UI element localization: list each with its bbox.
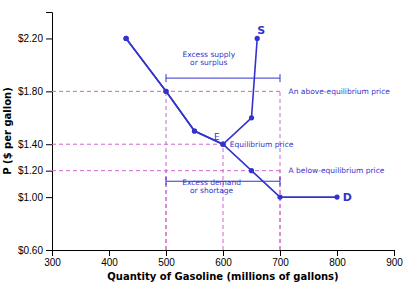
tick-label: $1.80 <box>18 86 43 97</box>
annotation: Excess demandor shortage <box>182 178 241 196</box>
tick: $1.40 <box>18 139 52 150</box>
tick-mark <box>223 250 224 256</box>
point <box>192 128 197 133</box>
point <box>124 36 129 41</box>
tick: $1.00 <box>18 192 52 203</box>
marks <box>52 36 340 250</box>
tick-label: $1.20 <box>18 165 43 176</box>
tick-label: 500 <box>158 257 175 268</box>
tick: $1.20 <box>18 165 52 176</box>
point <box>220 142 225 147</box>
tick-label: $1.00 <box>18 192 43 203</box>
plot: 300 400 500 600 700 800 900 $0.60 $1.00 $1.20 $1.4… <box>18 13 403 269</box>
tick-mark <box>46 91 52 92</box>
point <box>163 89 168 94</box>
tick-mark <box>46 197 52 198</box>
axis-line <box>46 13 53 251</box>
reference-line <box>52 144 223 145</box>
point <box>124 36 129 41</box>
tick: 400 <box>101 250 118 268</box>
bracket <box>166 74 280 82</box>
point <box>220 142 225 147</box>
tick: 900 <box>386 250 403 268</box>
tick: 500 <box>158 250 175 268</box>
point <box>192 128 197 133</box>
tick-label: 400 <box>101 257 118 268</box>
point <box>249 168 254 173</box>
tick: 300 <box>44 250 61 268</box>
chart: 300 400 500 600 700 800 900 $0.60 $1.00 $1.20 $1.4… <box>0 0 404 284</box>
tick-mark <box>394 250 395 256</box>
tick-mark <box>109 250 110 256</box>
annotation: Excess supplyor surplus <box>182 50 235 68</box>
annotation: A below-equilibrium price <box>289 166 385 175</box>
tick-label: $2.20 <box>18 33 43 44</box>
annotation: E <box>214 132 220 142</box>
tick-mark <box>337 250 338 256</box>
y-axis: $0.60 $1.00 $1.20 $1.40 $1.80 $2.20 <box>18 13 53 256</box>
tick: 700 <box>272 250 289 268</box>
tick: $1.80 <box>18 86 52 97</box>
tick-mark <box>166 250 167 256</box>
tick: $0.60 <box>18 245 52 256</box>
tick-mark <box>46 171 52 172</box>
tick-label: $0.60 <box>18 245 43 256</box>
point <box>277 195 282 200</box>
annotation: An above-equilibrium price <box>289 87 391 96</box>
point <box>249 115 254 120</box>
tick-label: 700 <box>272 257 289 268</box>
x-axis: 300 400 500 600 700 800 900 <box>44 250 403 268</box>
reference-line <box>223 144 224 250</box>
point <box>163 89 168 94</box>
axis-line <box>53 251 395 257</box>
tick: 800 <box>329 250 346 268</box>
tick-label: 300 <box>44 257 61 268</box>
texts: S D E An above-equilibrium price A below-equ… <box>182 24 390 204</box>
tick-mark <box>46 250 52 251</box>
annotation: Equilibrium price <box>230 140 294 149</box>
point <box>334 195 339 200</box>
series-label: S <box>257 24 265 37</box>
tick-label: 800 <box>329 257 346 268</box>
tick-label: $1.40 <box>18 139 43 150</box>
tick: 600 <box>215 250 232 268</box>
tick-label: 900 <box>386 257 403 268</box>
series-label: D <box>343 191 352 204</box>
tick-label: 600 <box>215 257 232 268</box>
tick-mark <box>46 38 52 39</box>
tick-mark <box>46 144 52 145</box>
y-axis-title: P ($ per gallon) <box>2 87 13 175</box>
tick-mark <box>280 250 281 256</box>
tick: $2.20 <box>18 33 52 44</box>
x-axis-title: Quantity of Gasoline (millions of gallon… <box>107 271 338 282</box>
